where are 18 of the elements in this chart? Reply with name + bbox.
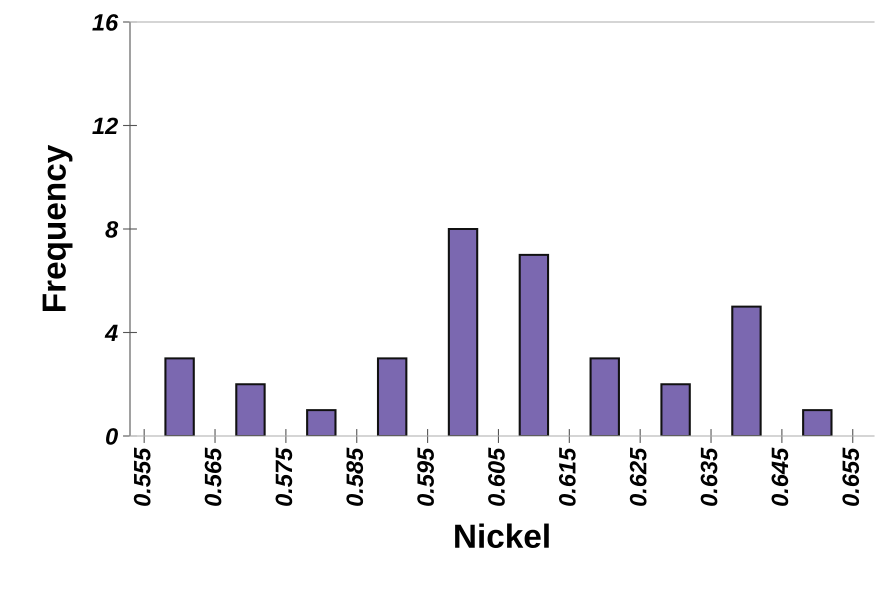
y-tick-label: 0 (106, 428, 118, 445)
x-tick-label: 0.575 (276, 448, 292, 506)
x-axis-title: Nickel (455, 524, 549, 548)
x-tick-label: 0.655 (842, 448, 860, 506)
x-tick-label: 0.595 (417, 448, 434, 506)
y-tick-label: 8 (105, 221, 118, 238)
y-tick-label: 12 (92, 118, 118, 134)
x-tick-label: 0.625 (630, 448, 647, 506)
y-tick-label: 16 (92, 14, 118, 31)
y-axis-title: Frequency (42, 144, 72, 312)
y-tick-label: 4 (104, 324, 118, 342)
x-tick-label: 0.565 (204, 448, 222, 506)
x-tick-label: 0.635 (700, 448, 718, 506)
x-tick-label: 0.645 (772, 448, 788, 506)
x-tick-label: 0.585 (346, 448, 364, 506)
x-tick-label: 0.615 (558, 448, 576, 506)
x-tick-label: 0.555 (134, 448, 151, 506)
x-tick-label: 0.605 (488, 448, 505, 506)
